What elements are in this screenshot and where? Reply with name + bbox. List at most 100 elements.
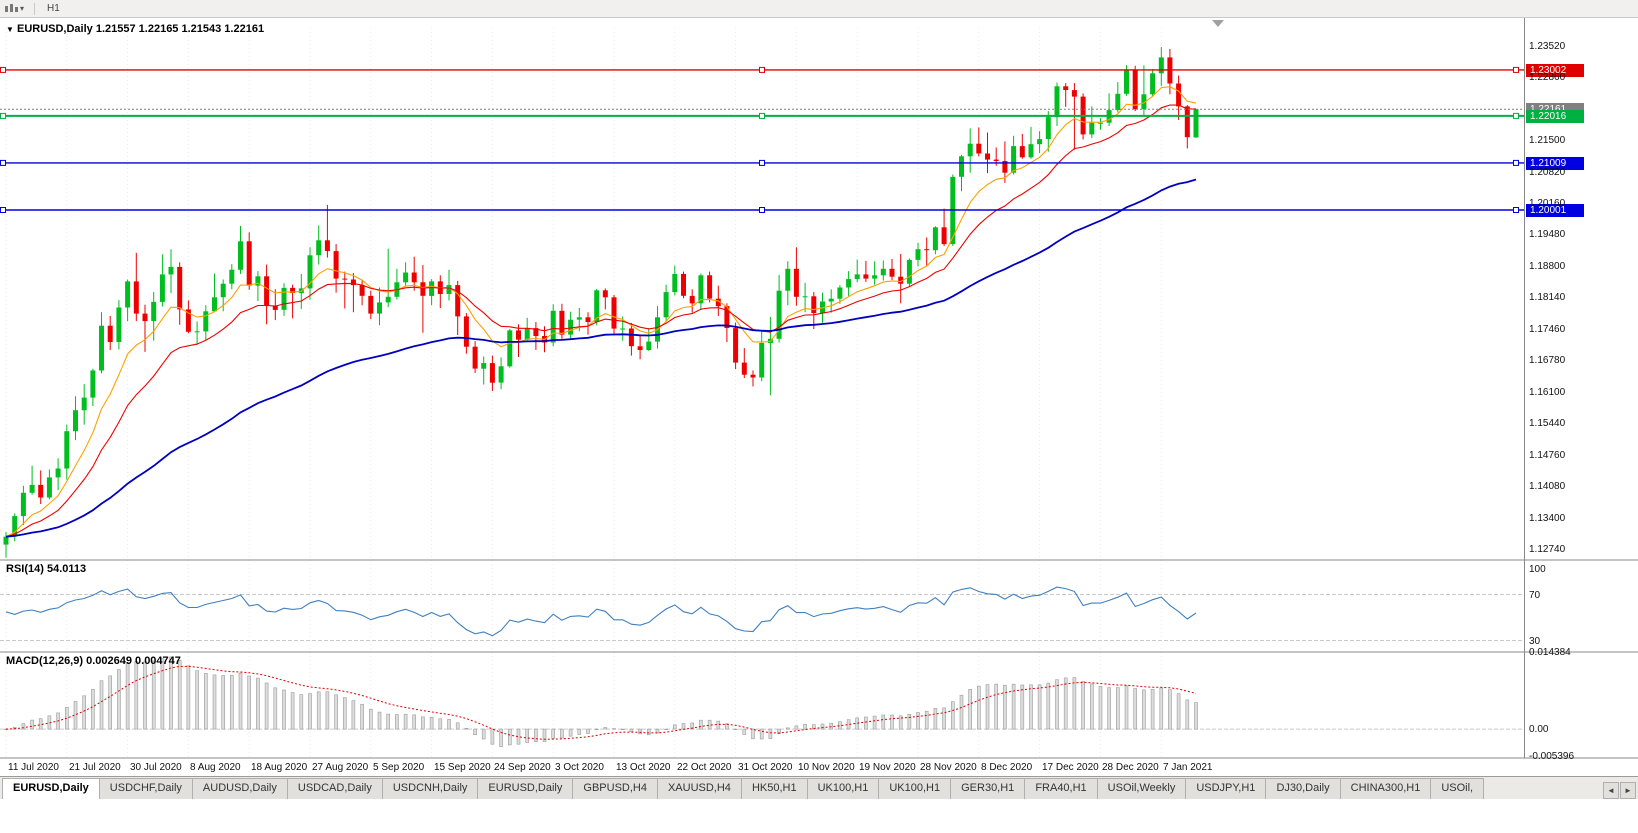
line-handle[interactable] (0, 112, 6, 119)
chart-tab-12[interactable]: FRA40,H1 (1024, 778, 1098, 799)
candle (133, 252, 139, 322)
line-handle[interactable] (0, 66, 6, 73)
chart-tab-9[interactable]: UK100,H1 (806, 778, 880, 799)
price-axis-tick: 1.16100 (1529, 387, 1566, 398)
candle (90, 368, 96, 406)
line-handle[interactable] (1513, 112, 1519, 119)
line-handle[interactable] (1513, 66, 1519, 73)
candle (516, 324, 521, 357)
line-handle[interactable] (0, 207, 6, 213)
chart-tab-0[interactable]: EURUSD,Daily (2, 778, 100, 799)
candle (420, 265, 426, 333)
candle (568, 311, 574, 339)
macd-label: MACD(12,26,9) 0.002649 0.004747 (6, 655, 181, 667)
chart-canvas[interactable] (0, 18, 1638, 776)
chart-area[interactable]: ▼ EURUSD,Daily 1.21557 1.22165 1.21543 1… (0, 18, 1638, 776)
candle (872, 261, 878, 285)
chart-tab-8[interactable]: HK50,H1 (740, 778, 808, 799)
candle (941, 208, 947, 246)
candle (342, 271, 348, 309)
rsi-axis-tick: 70 (1529, 590, 1541, 601)
candle (967, 128, 973, 173)
line-handle[interactable] (0, 159, 6, 166)
chart-tab-5[interactable]: EURUSD,Daily (477, 778, 574, 799)
candle (20, 485, 26, 525)
chart-tab-1[interactable]: USDCHF,Daily (98, 778, 193, 799)
candle (767, 316, 773, 396)
candle (959, 154, 964, 192)
candle (1184, 105, 1190, 149)
candle (264, 264, 270, 325)
chart-tab-13[interactable]: USOil,Weekly (1096, 778, 1187, 799)
candle (802, 282, 808, 313)
tab-scroll-left-icon[interactable]: ◄ (1603, 782, 1619, 799)
candle (759, 331, 765, 382)
price-axis-tick: 1.14760 (1529, 450, 1566, 461)
candle (507, 329, 513, 368)
candle (681, 271, 686, 299)
candlestick-series (3, 47, 1199, 558)
chart-ohlc-header: ▼ EURUSD,Daily 1.21557 1.22165 1.21543 1… (6, 23, 264, 35)
chart-tab-7[interactable]: XAUUSD,H4 (656, 778, 742, 799)
candle (99, 312, 104, 374)
candle (368, 290, 374, 320)
date-axis-label: 31 Oct 2020 (738, 762, 793, 773)
candle (194, 321, 200, 345)
chart-tab-16[interactable]: CHINA300,H1 (1339, 778, 1432, 799)
price-axis-tick: 1.20820 (1529, 167, 1566, 178)
date-axis-label: 7 Jan 2021 (1163, 762, 1213, 773)
chart-tab-3[interactable]: USDCAD,Daily (286, 778, 383, 799)
rsi-axis-tick: 100 (1529, 564, 1546, 575)
chart-type-icon[interactable] (4, 3, 18, 14)
chart-tab-4[interactable]: USDCNH,Daily (381, 778, 479, 799)
candle (663, 284, 669, 322)
candle (307, 247, 313, 300)
price-axis-tick: 1.20160 (1529, 198, 1566, 209)
line-handle[interactable] (759, 207, 765, 213)
chart-tab-2[interactable]: AUDUSD,Daily (191, 778, 288, 799)
line-handle[interactable] (1513, 207, 1519, 213)
candle (472, 341, 478, 373)
candle (429, 279, 435, 306)
line-handle[interactable] (759, 66, 765, 73)
candle (846, 271, 852, 297)
date-axis-label: 27 Aug 2020 (312, 762, 369, 773)
candle (185, 300, 191, 334)
chart-shift-marker[interactable] (1212, 20, 1224, 27)
date-axis-label: 3 Oct 2020 (555, 762, 604, 773)
candle (64, 424, 70, 480)
chart-toolbar: ▾ M1M5M15M30H1H4D1W1MN (0, 0, 1638, 78)
tab-scroll-right-icon[interactable]: ► (1620, 782, 1636, 799)
candle (403, 262, 409, 286)
line-handle[interactable] (759, 159, 765, 166)
candle (151, 292, 157, 341)
candle (168, 249, 174, 294)
chart-tab-14[interactable]: USDJPY,H1 (1185, 778, 1267, 799)
line-handle[interactable] (1513, 159, 1519, 166)
timeframe-h1[interactable]: H1 (47, 2, 60, 14)
candle (1054, 82, 1060, 126)
chart-tab-15[interactable]: DJ30,Daily (1265, 778, 1341, 799)
line-handle[interactable] (759, 112, 765, 119)
candle (446, 269, 452, 301)
chart-tab-6[interactable]: GBPUSD,H4 (572, 778, 658, 799)
price-axis-tick: 1.12740 (1529, 544, 1566, 555)
candle (889, 259, 895, 280)
candle (498, 357, 504, 390)
chart-type-caret-icon[interactable]: ▾ (20, 4, 25, 13)
candle (238, 225, 243, 274)
chart-tab-17[interactable]: USOil, (1430, 778, 1485, 799)
candle (620, 316, 626, 341)
candle (333, 244, 339, 293)
date-axis-label: 18 Aug 2020 (251, 762, 308, 773)
candle (533, 322, 539, 350)
candle (324, 204, 330, 258)
candle (177, 262, 183, 325)
candle (385, 248, 391, 308)
candle (1098, 118, 1103, 130)
candle (646, 328, 652, 351)
symbol-caret-icon[interactable]: ▼ (6, 25, 14, 34)
support-line-green-price-box: 1.22016 (1526, 110, 1584, 123)
chart-tab-10[interactable]: UK100,H1 (878, 778, 952, 799)
chart-tab-11[interactable]: GER30,H1 (950, 778, 1026, 799)
